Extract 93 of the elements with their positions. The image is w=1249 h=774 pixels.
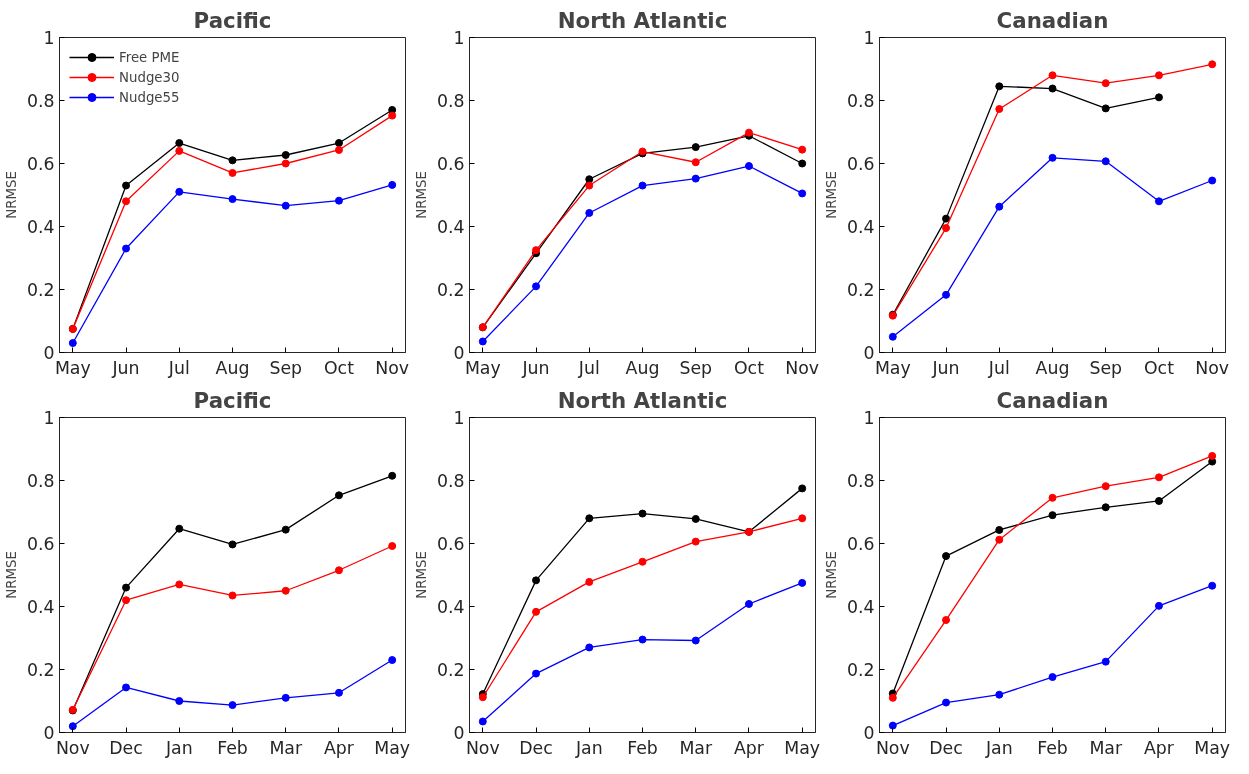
x-tick-label: Jan (164, 737, 193, 758)
chart-title: Pacific (193, 7, 272, 33)
y-axis-title: NRMSE (413, 551, 429, 599)
x-tick-label: Aug (625, 357, 660, 378)
y-tick-label: 0.2 (26, 280, 55, 300)
y-tick-label: 0.6 (436, 154, 465, 174)
y-tick-label: 1 (43, 408, 55, 428)
x-tick-label: May (874, 357, 911, 378)
legend-label: Nudge55 (119, 89, 180, 105)
x-tick-label: Oct (323, 357, 355, 378)
legend-label: Nudge30 (119, 69, 180, 85)
x-tick-label: Jan (984, 737, 1013, 758)
y-tick-label: 0.2 (436, 280, 465, 300)
y-tick-label: 0.6 (846, 154, 875, 174)
y-tick-label: 0.4 (26, 597, 55, 617)
y-tick-label: 0.6 (26, 534, 55, 554)
y-tick-label: 0.4 (846, 217, 875, 237)
x-tick-label: Jul (167, 357, 190, 378)
x-tick-label: Jun (521, 357, 550, 378)
x-tick-label: Jul (577, 357, 600, 378)
y-tick-label: 0 (453, 343, 465, 363)
y-tick-label: 0 (453, 723, 465, 743)
y-axis-title: NRMSE (413, 171, 429, 219)
x-tick-label: Dec (519, 737, 553, 758)
chart-title: Canadian (996, 7, 1109, 33)
y-tick-label: 0.8 (846, 91, 875, 111)
x-tick-label: Aug (1035, 357, 1070, 378)
x-tick-label: Apr (733, 737, 765, 758)
y-axis-title: NRMSE (3, 171, 19, 219)
x-tick-label: Nov (465, 737, 500, 758)
x-tick-label: May (464, 357, 501, 378)
x-tick-label: Jul (987, 357, 1010, 378)
x-tick-label: Feb (627, 737, 658, 758)
x-tick-label: Dec (109, 737, 143, 758)
y-tick-label: 0.8 (846, 471, 875, 491)
y-tick-label: 1 (453, 28, 465, 48)
x-tick-label: Mar (269, 737, 303, 758)
chart-title: North Atlantic (557, 7, 728, 33)
y-axis-title: NRMSE (3, 551, 19, 599)
x-tick-label: Apr (1143, 737, 1175, 758)
y-tick-label: 0.4 (26, 217, 55, 237)
x-tick-label: Apr (323, 737, 355, 758)
x-tick-label: Nov (375, 357, 410, 378)
y-tick-label: 0.8 (436, 91, 465, 111)
x-tick-label: Oct (1143, 357, 1175, 378)
x-tick-label: Dec (929, 737, 963, 758)
y-axis-title: NRMSE (823, 171, 839, 219)
y-tick-label: 0.6 (436, 534, 465, 554)
x-tick-label: Sep (269, 357, 303, 378)
x-tick-label: Mar (679, 737, 713, 758)
x-tick-label: Feb (1037, 737, 1068, 758)
x-tick-label: Feb (217, 737, 248, 758)
y-tick-label: 0.2 (26, 660, 55, 680)
x-tick-label: Aug (215, 357, 250, 378)
legend-label: Free PME (119, 49, 180, 65)
x-tick-label: May (374, 737, 411, 758)
y-tick-label: 0.4 (436, 217, 465, 237)
y-tick-label: 1 (43, 28, 55, 48)
x-tick-label: Nov (1195, 357, 1230, 378)
y-tick-label: 0 (863, 723, 875, 743)
x-tick-label: Nov (785, 357, 820, 378)
y-tick-label: 0.8 (436, 471, 465, 491)
y-axis-title: NRMSE (823, 551, 839, 599)
y-tick-label: 0.8 (26, 471, 55, 491)
y-tick-label: 0.6 (26, 154, 55, 174)
y-tick-label: 0 (863, 343, 875, 363)
y-tick-label: 0.2 (436, 660, 465, 680)
y-tick-label: 1 (863, 408, 875, 428)
y-tick-label: 0.2 (846, 660, 875, 680)
y-tick-label: 0.4 (436, 597, 465, 617)
x-tick-label: Mar (1089, 737, 1123, 758)
chart-title: Pacific (193, 387, 272, 413)
y-tick-label: 1 (863, 28, 875, 48)
x-tick-label: Jan (574, 737, 603, 758)
y-tick-label: 0.8 (26, 91, 55, 111)
y-tick-label: 1 (453, 408, 465, 428)
y-tick-label: 0 (43, 723, 55, 743)
y-tick-label: 0.4 (846, 597, 875, 617)
x-tick-label: May (784, 737, 821, 758)
y-tick-label: 0.6 (846, 534, 875, 554)
x-tick-label: Jun (111, 357, 140, 378)
x-tick-label: May (54, 357, 91, 378)
x-tick-label: Sep (1089, 357, 1123, 378)
x-tick-label: Nov (55, 737, 90, 758)
x-tick-label: Sep (679, 357, 713, 378)
chart-title: Canadian (996, 387, 1109, 413)
x-tick-label: Oct (733, 357, 765, 378)
y-tick-label: 0 (43, 343, 55, 363)
x-tick-label: Nov (875, 737, 910, 758)
x-tick-label: May (1194, 737, 1231, 758)
x-tick-label: Jun (931, 357, 960, 378)
y-tick-label: 0.2 (846, 280, 875, 300)
chart-title: North Atlantic (557, 387, 728, 413)
